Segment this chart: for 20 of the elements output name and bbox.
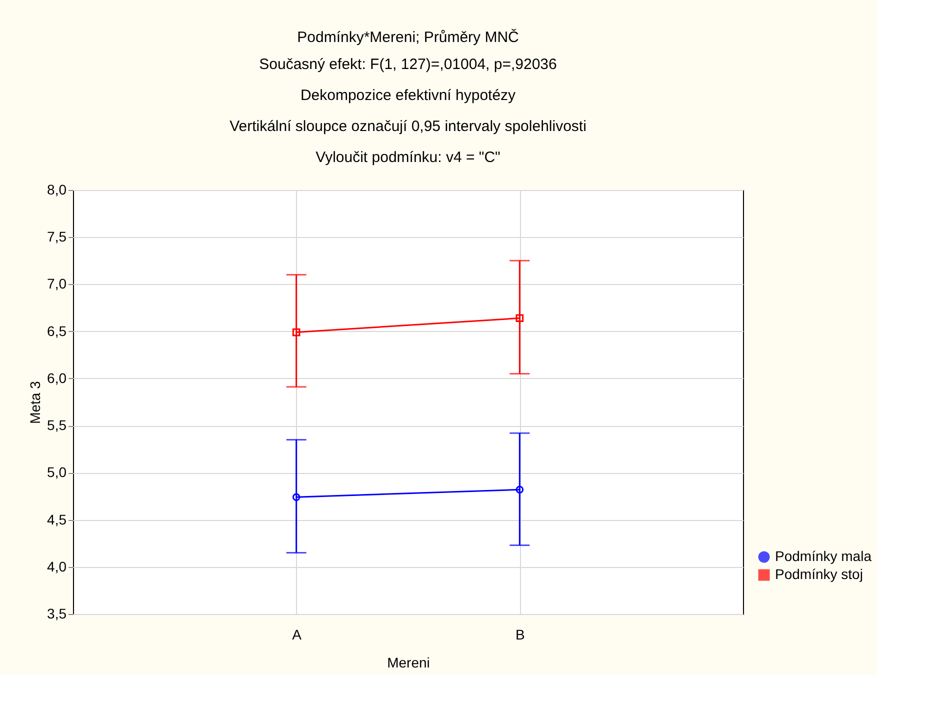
y-tick-label: 5,0: [47, 464, 67, 480]
legend-label: Podmínky mala: [775, 548, 872, 564]
y-tick-label: 7,0: [47, 276, 67, 292]
y-tick-label: 6,0: [47, 370, 67, 386]
y-tick-label: 3,5: [47, 606, 67, 622]
y-tick-label: 4,5: [47, 511, 67, 528]
y-tick-label: 7,5: [47, 228, 67, 245]
legend-label: Podmínky stoj: [775, 566, 863, 582]
y-tick-label: 8,0: [47, 182, 67, 198]
x-axis-title: Mereni: [387, 654, 430, 670]
y-tick-label: 5,5: [47, 417, 67, 434]
chart-title: Podmínky*Mereni; Průměry MNČ: [297, 28, 520, 46]
y-axis-title: Meta 3: [27, 380, 44, 424]
y-tick-label: 4,0: [47, 558, 67, 574]
x-tick-label: A: [292, 626, 302, 642]
point: [516, 314, 524, 322]
chart-subtitle: Současný efekt: F(1, 127)=,01004, p=,92036 Dekompozice efektivní hypotézy Vertikální sloupce označují 0,95 intervaly spolehlivosti Vyloučit podmínku: v4 = "C": [230, 56, 586, 166]
y-tick-label: 6,5: [47, 322, 67, 339]
x-tick-label: B: [515, 626, 525, 642]
point: [292, 328, 300, 336]
